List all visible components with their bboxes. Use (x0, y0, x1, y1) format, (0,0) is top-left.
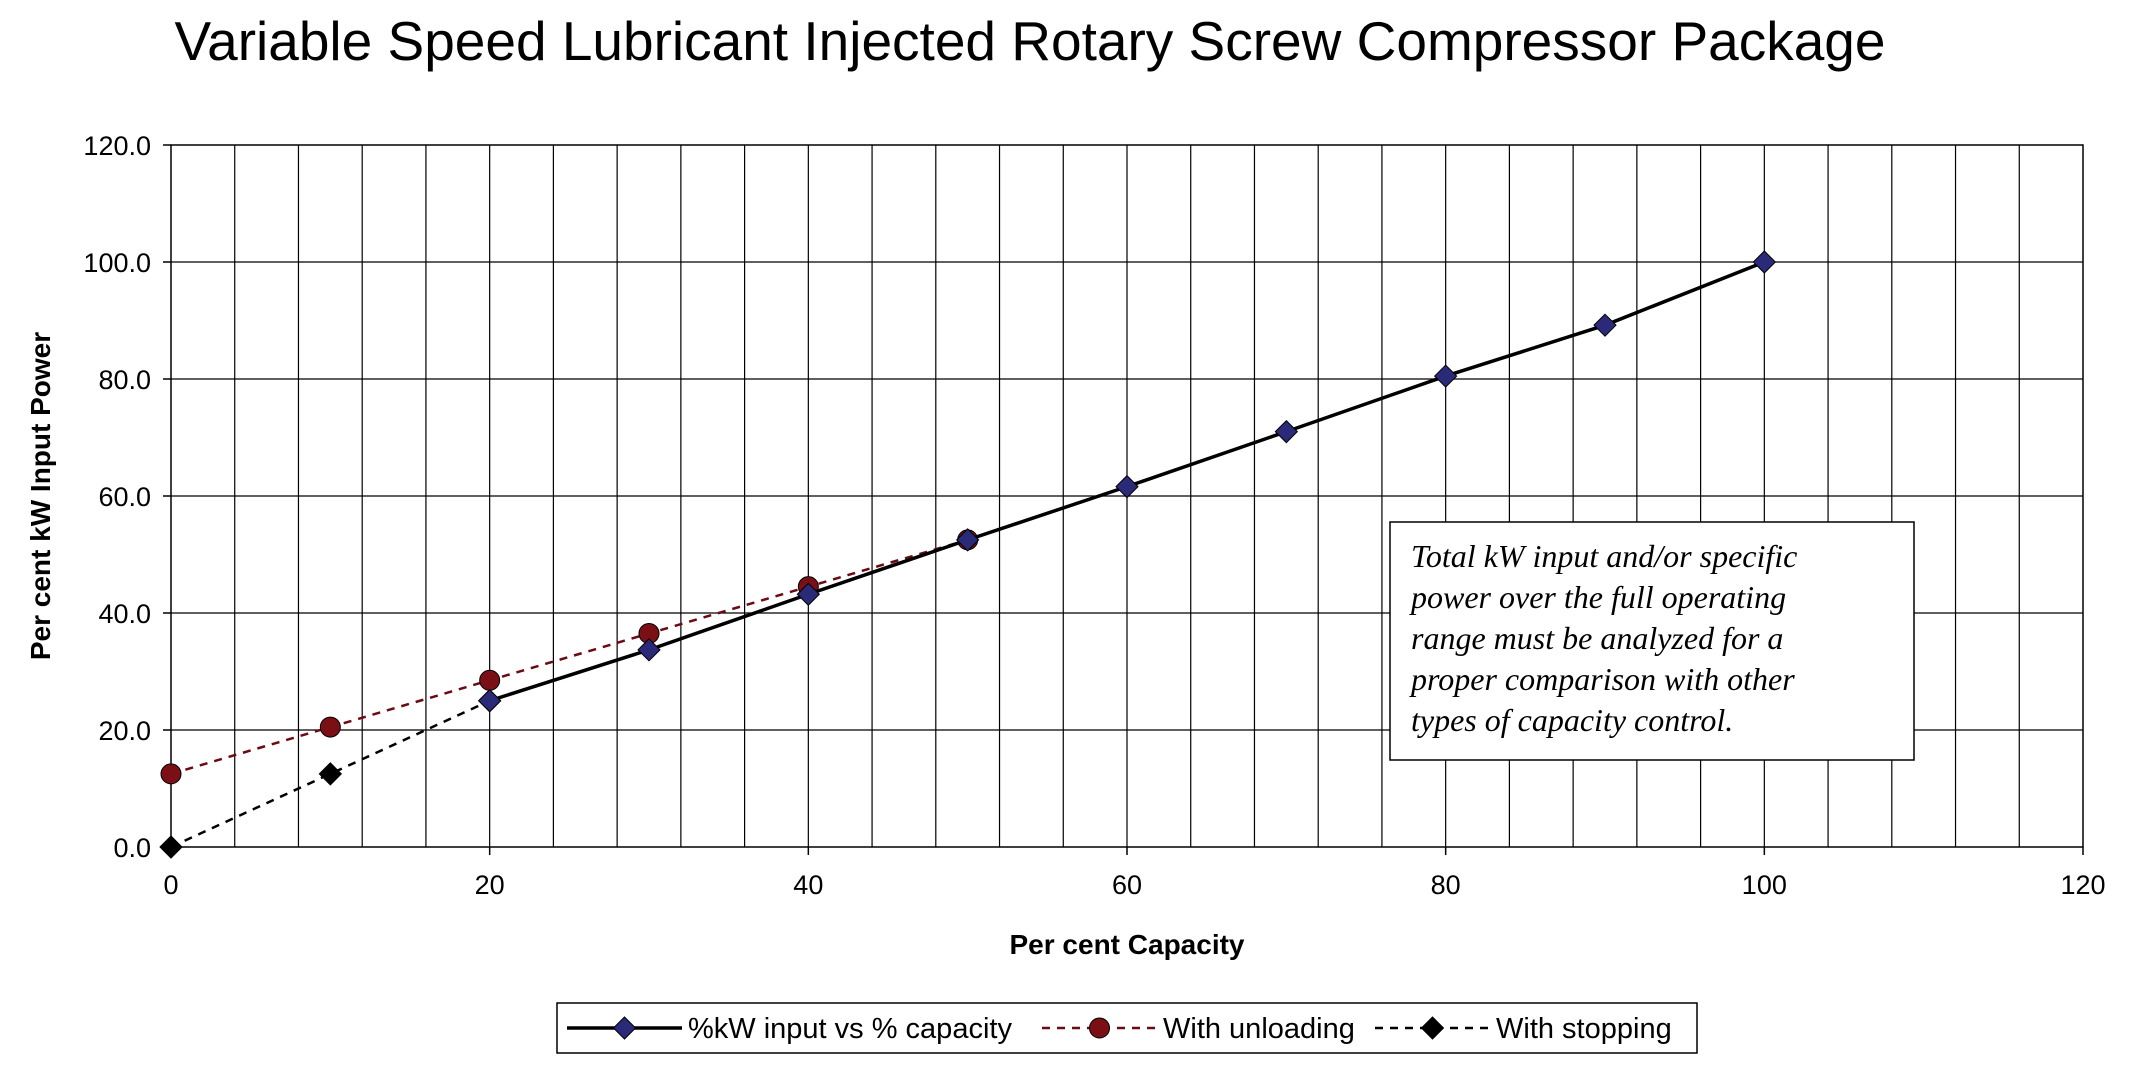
annotation-line: power over the full operating (1409, 579, 1786, 615)
data-point (796, 582, 821, 606)
legend-label: With stopping (1496, 1013, 1672, 1045)
annotation-box: Total kW input and/or specific power over… (1389, 521, 1915, 761)
data-point (1274, 419, 1299, 444)
data-point (319, 716, 341, 738)
y-axis-label: Per cent kW Input Power (25, 332, 56, 660)
legend-frame (556, 1002, 1698, 1054)
axis-ticks: 0.0 20.0 40.0 60.0 80.0 100.0 120.0 0 20 40 60 80 10… (83, 131, 2105, 900)
legend-marker (1420, 1016, 1445, 1040)
x-axis-label: Per cent Capacity (1010, 929, 1245, 960)
annotation-line: proper comparison with other (1409, 661, 1795, 697)
y-tick-label: 20.0 (98, 716, 151, 746)
data-point (1433, 364, 1458, 388)
series-1 (477, 250, 1777, 713)
y-tick-label: 0.0 (113, 833, 151, 863)
legend: %kW input vs % capacity With unloading Wit… (556, 1002, 1698, 1054)
data-point (1593, 313, 1617, 337)
annotation-line: range must be analyzed for a (1411, 620, 1783, 656)
data-point (479, 669, 501, 691)
annotation-text: Total kW input and/or specific power over… (1409, 538, 1797, 738)
annotation-line: Total kW input and/or specific (1411, 538, 1797, 574)
x-tick-label: 80 (1431, 870, 1461, 900)
x-tick-label: 100 (1742, 870, 1787, 900)
legend-label: %kW input vs % capacity (688, 1013, 1012, 1045)
data-point (318, 762, 343, 786)
series-3 (159, 689, 502, 859)
annotation-line: types of capacity control. (1411, 702, 1733, 738)
legend-item-2: With unloading (1042, 1013, 1355, 1045)
data-point (955, 528, 980, 552)
annotation-frame (1389, 521, 1915, 761)
y-tick-label: 80.0 (98, 365, 151, 395)
legend-marker (1089, 1017, 1110, 1039)
x-tick-label: 0 (163, 870, 178, 900)
series-line (170, 699, 491, 849)
x-tick-label: 120 (2060, 870, 2105, 900)
legend-item-1: %kW input vs % capacity (567, 1013, 1012, 1045)
y-tick-label: 120.0 (83, 131, 151, 161)
data-point (160, 763, 182, 785)
legend-item-3: With stopping (1375, 1013, 1672, 1045)
x-tick-label: 40 (793, 870, 823, 900)
series-layer (159, 250, 1777, 859)
series-line (170, 538, 969, 776)
legend-label: With unloading (1163, 1013, 1355, 1045)
y-tick-label: 60.0 (98, 482, 151, 512)
y-tick-label: 40.0 (98, 599, 151, 629)
chart-title: Variable Speed Lubricant Injected Rotary… (175, 10, 1886, 72)
x-tick-label: 20 (475, 870, 505, 900)
data-point (1115, 474, 1139, 499)
x-tick-label: 60 (1112, 870, 1142, 900)
data-point (159, 835, 183, 859)
data-point (477, 689, 502, 713)
data-point (1752, 250, 1777, 274)
data-point (637, 638, 661, 662)
legend-marker (612, 1016, 637, 1040)
y-tick-label: 100.0 (83, 248, 151, 278)
series-2 (160, 529, 979, 785)
